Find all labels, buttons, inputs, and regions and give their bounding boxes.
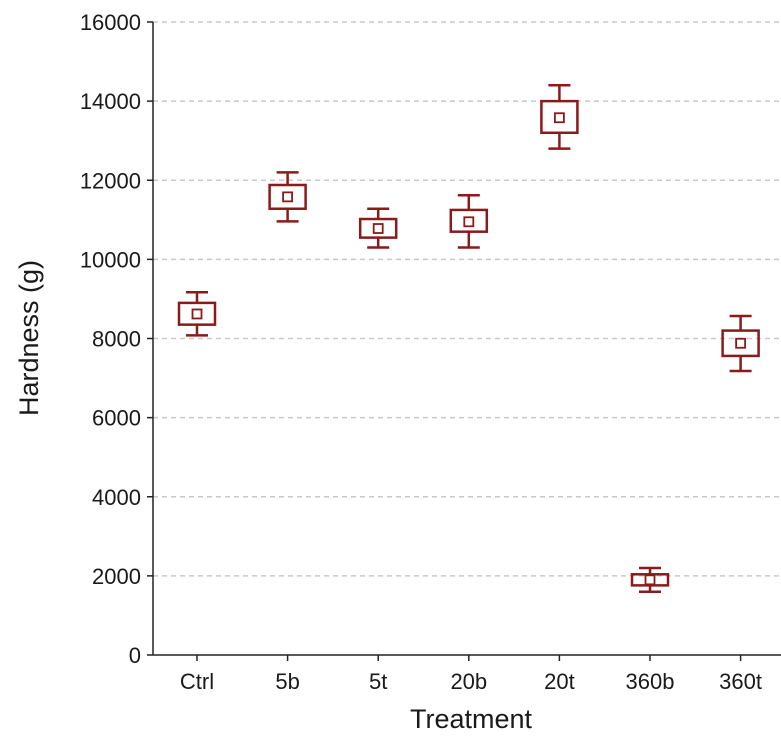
y-axis-ticks: 0 2000 4000 6000 8000 10000 12000 14000 16000 <box>80 10 153 668</box>
y-tick-label: 0 <box>129 643 141 668</box>
box-Ctrl <box>177 290 217 337</box>
mean-marker <box>735 337 746 349</box>
y-tick-label: 8000 <box>92 327 141 352</box>
box-5t <box>358 207 398 249</box>
y-axis-label: Hardness (g) <box>14 260 44 416</box>
y-tick-label: 14000 <box>80 89 141 114</box>
x-tick-label: 5t <box>369 669 387 694</box>
x-tick-label: 20t <box>544 669 575 694</box>
mean-marker <box>554 112 565 124</box>
x-tick-label: Ctrl <box>180 669 214 694</box>
x-tick-label: 360t <box>719 669 762 694</box>
x-axis-ticks: Ctrl 5b 5t 20b 20t 360b 360t <box>180 655 762 694</box>
mean-marker <box>191 308 203 320</box>
mean-marker <box>463 216 475 228</box>
box-360b <box>630 566 670 593</box>
mean-marker <box>644 574 656 586</box>
box-360t <box>721 314 760 373</box>
x-tick-label: 5b <box>275 669 299 694</box>
mean-marker <box>282 191 294 203</box>
box-20t <box>540 84 579 150</box>
box-rect <box>630 573 670 587</box>
x-axis-label: Treatment <box>410 704 533 734</box>
y-tick-label: 12000 <box>80 168 141 193</box>
gridlines <box>153 21 781 577</box>
x-tick-label: 20b <box>450 669 487 694</box>
y-tick-label: 6000 <box>92 406 141 431</box>
y-tick-label: 2000 <box>92 564 141 589</box>
y-tick-label: 16000 <box>80 10 141 35</box>
x-tick-label: 360b <box>626 669 675 694</box>
mean-marker <box>372 223 384 234</box>
y-tick-label: 4000 <box>92 485 141 510</box>
box-5b <box>268 171 307 223</box>
y-tick-label: 10000 <box>80 247 141 272</box>
boxes <box>177 84 760 593</box>
box-20b <box>449 194 489 249</box>
box-rect <box>358 217 398 239</box>
box-rect <box>177 301 217 326</box>
box-rect <box>449 208 489 233</box>
box-rect <box>268 183 307 210</box>
box-rect <box>721 329 760 358</box>
box-rect <box>540 99 579 135</box>
